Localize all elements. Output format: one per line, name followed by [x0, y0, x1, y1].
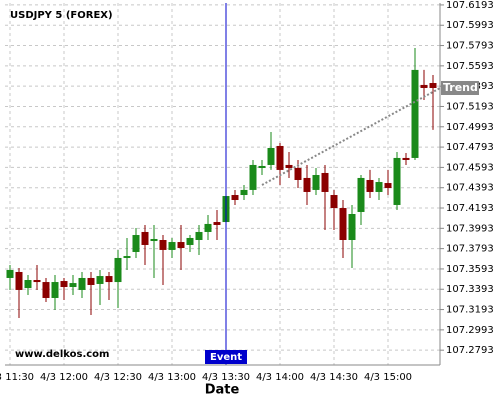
candle-body: [87, 277, 95, 285]
candle-body: [150, 238, 158, 242]
candle-body: [105, 276, 113, 283]
candle-body: [330, 195, 338, 209]
y-tick-label: 107.3193: [446, 305, 494, 316]
axes: 107.6193107.5993107.5793107.5593107.5393…: [0, 0, 494, 383]
candle-body: [420, 84, 428, 88]
y-tick-label: 107.5593: [446, 61, 494, 72]
candle-body: [285, 164, 293, 169]
candle-body: [51, 282, 59, 298]
candle-body: [411, 69, 419, 158]
candle-body: [195, 231, 203, 241]
y-tick-label: 107.3993: [446, 223, 494, 234]
candle-body: [402, 157, 410, 160]
candle-body: [258, 165, 266, 169]
candle-body: [204, 223, 212, 232]
candle-body: [78, 277, 86, 290]
chart-title: USDJPY 5 (FOREX): [10, 10, 113, 21]
candle-body: [366, 179, 374, 192]
x-tick-label: 4/3 14:00: [256, 372, 304, 383]
candle-body: [240, 189, 248, 196]
y-tick-label: 107.4993: [446, 122, 494, 133]
x-tick-label: 4/3 11:30: [0, 372, 34, 383]
candle-body: [177, 242, 185, 249]
candle-body: [33, 280, 41, 283]
candle-body: [393, 157, 401, 205]
y-tick-label: 107.3793: [446, 244, 494, 255]
y-tick-label: 107.4193: [446, 203, 494, 214]
y-tick-label: 107.5793: [446, 41, 494, 52]
x-tick-label: 4/3 13:30: [202, 372, 250, 383]
candle-body: [6, 269, 14, 278]
y-tick-label: 107.5993: [446, 20, 494, 31]
event-label-box: [205, 350, 247, 364]
y-tick-label: 107.6193: [446, 0, 494, 11]
candle-body: [249, 164, 257, 190]
candle-body: [357, 177, 365, 212]
watermark: www.delkos.com: [15, 349, 109, 360]
y-tick-label: 107.4393: [446, 183, 494, 194]
candle-body: [429, 83, 437, 88]
candle-body: [123, 256, 131, 258]
candle-body: [15, 271, 23, 290]
x-tick-label: 4/3 14:30: [310, 372, 358, 383]
x-tick-label: 4/3 12:00: [40, 372, 88, 383]
trend-label-box: [441, 80, 479, 95]
candle-body: [294, 168, 302, 180]
x-tick-label: 4/3 15:00: [364, 372, 412, 383]
y-tick-label: 107.3593: [446, 264, 494, 275]
trend-label: Trend: [443, 81, 478, 94]
candle-body: [141, 231, 149, 245]
candle-body: [24, 280, 32, 289]
candle-body: [276, 145, 284, 170]
candle-body: [231, 195, 239, 200]
candle-body: [303, 177, 311, 192]
candle-body: [96, 276, 104, 284]
candle-body: [186, 237, 194, 245]
marks: [6, 3, 441, 365]
y-tick-label: 107.4593: [446, 162, 494, 173]
candle-body: [114, 257, 122, 283]
y-tick-label: 107.2993: [446, 325, 494, 336]
y-tick-label: 107.5193: [446, 101, 494, 112]
x-tick-label: 4/3 13:00: [148, 372, 196, 383]
x-tick-label: 4/3 12:30: [94, 372, 142, 383]
y-tick-label: 107.3393: [446, 284, 494, 295]
x-axis-title: Date: [205, 383, 240, 398]
candle-body: [69, 283, 77, 288]
candle-body: [42, 282, 50, 298]
candle-body: [132, 235, 140, 252]
candle-body: [267, 148, 275, 165]
y-tick-label: 107.4793: [446, 142, 494, 153]
y-tick-label: 107.2793: [446, 345, 494, 356]
candle-body: [60, 281, 68, 288]
candle-body: [168, 242, 176, 250]
candle-body: [213, 222, 221, 225]
trend-line: [261, 87, 441, 186]
candle-body: [384, 183, 392, 189]
event-label: Event: [210, 352, 242, 363]
candle-body: [321, 172, 329, 192]
candle-body: [348, 214, 356, 241]
candle-body: [375, 182, 383, 192]
candle-body: [312, 175, 320, 190]
candle-body: [339, 208, 347, 241]
candle-body: [159, 240, 167, 250]
